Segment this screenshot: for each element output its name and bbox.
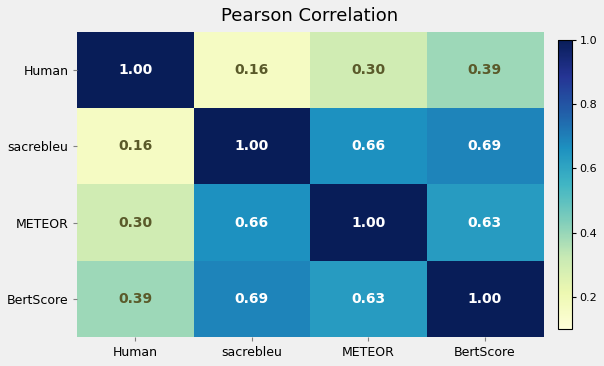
Title: Pearson Correlation: Pearson Correlation	[222, 7, 399, 25]
Text: 0.63: 0.63	[351, 292, 385, 306]
Text: 0.16: 0.16	[118, 139, 152, 153]
Text: 1.00: 1.00	[234, 139, 269, 153]
Text: 0.30: 0.30	[351, 63, 385, 77]
Text: 0.39: 0.39	[118, 292, 152, 306]
Text: 0.66: 0.66	[351, 139, 385, 153]
Text: 1.00: 1.00	[118, 63, 152, 77]
Text: 1.00: 1.00	[467, 292, 502, 306]
Text: 0.39: 0.39	[467, 63, 502, 77]
Text: 0.66: 0.66	[234, 216, 269, 229]
Text: 0.30: 0.30	[118, 216, 152, 229]
Text: 0.16: 0.16	[234, 63, 269, 77]
Text: 0.63: 0.63	[467, 216, 502, 229]
Text: 1.00: 1.00	[351, 216, 385, 229]
Text: 0.69: 0.69	[234, 292, 269, 306]
Text: 0.69: 0.69	[467, 139, 502, 153]
